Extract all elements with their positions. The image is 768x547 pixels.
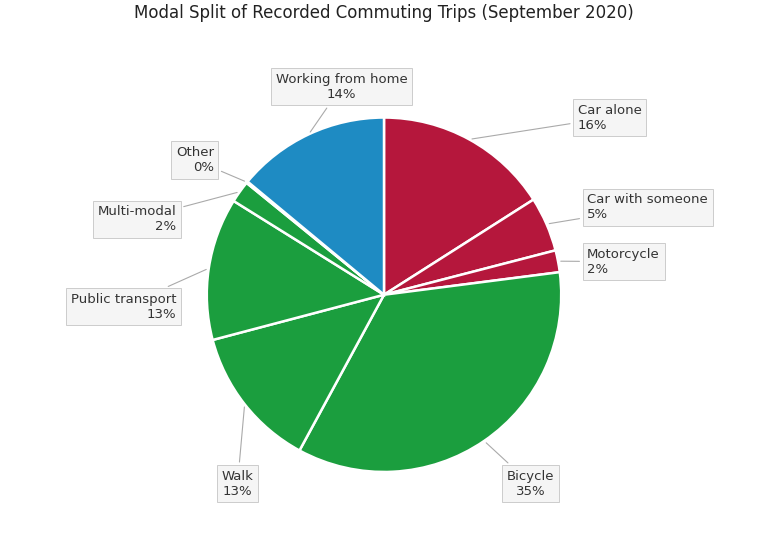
Text: Working from home
14%: Working from home 14% — [276, 73, 407, 132]
Wedge shape — [247, 182, 384, 295]
Text: Other
0%: Other 0% — [176, 146, 244, 181]
Wedge shape — [207, 201, 384, 340]
Text: Motorcycle
2%: Motorcycle 2% — [561, 248, 660, 276]
Text: Car alone
16%: Car alone 16% — [472, 103, 641, 139]
Wedge shape — [384, 200, 555, 295]
Text: Walk
13%: Walk 13% — [222, 407, 253, 498]
Wedge shape — [213, 295, 384, 451]
Wedge shape — [384, 118, 534, 295]
Wedge shape — [233, 183, 384, 295]
Wedge shape — [300, 272, 561, 472]
Title: Modal Split of Recorded Commuting Trips (September 2020): Modal Split of Recorded Commuting Trips … — [134, 4, 634, 22]
Text: Public transport
13%: Public transport 13% — [71, 270, 207, 321]
Wedge shape — [247, 118, 384, 295]
Wedge shape — [384, 251, 560, 295]
Text: Car with someone
5%: Car with someone 5% — [549, 193, 708, 224]
Text: Bicycle
35%: Bicycle 35% — [486, 443, 554, 498]
Text: Multi-modal
2%: Multi-modal 2% — [98, 193, 237, 233]
